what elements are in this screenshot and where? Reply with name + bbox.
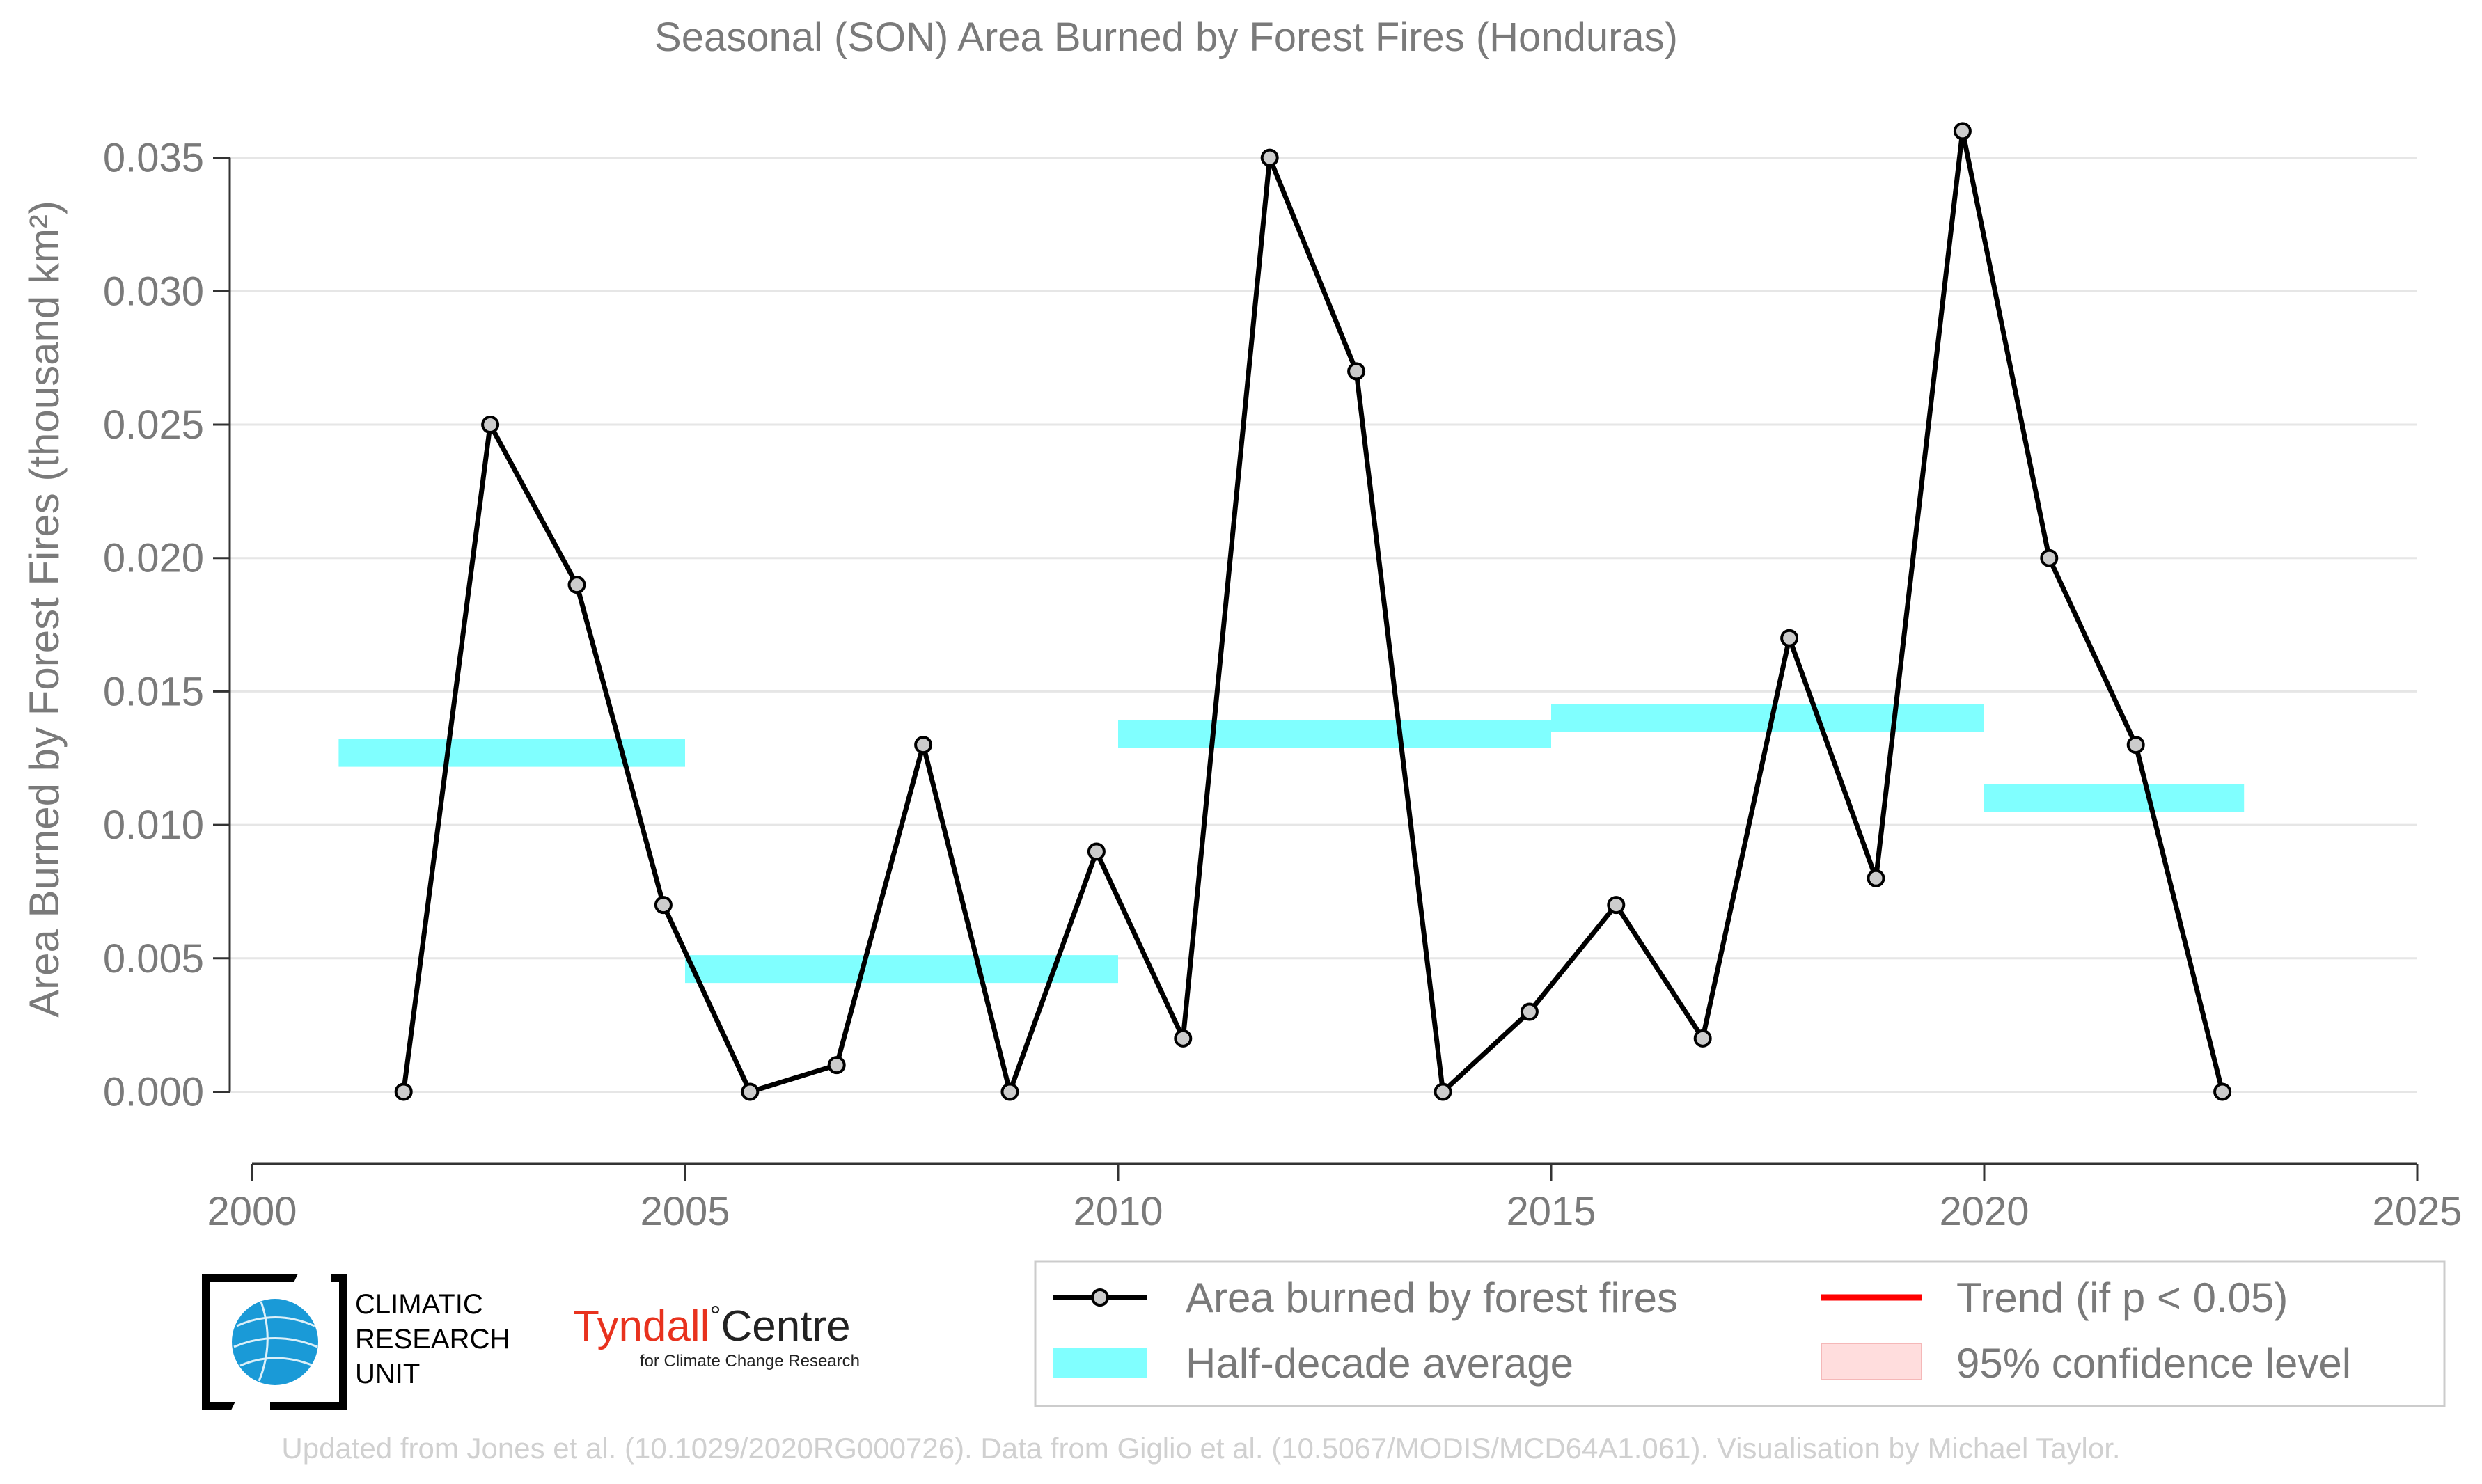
legend-label-area-burned: Area burned by forest fires: [1186, 1274, 1678, 1321]
data-point: [1693, 1029, 1712, 1048]
series-line-layer: [401, 128, 2225, 1094]
x-tick-label: 2005: [640, 1189, 730, 1234]
x-tick-label: 2015: [1506, 1189, 1596, 1234]
y-tick-label: 0.010: [103, 803, 204, 848]
legend-swatch-area-burned-marker: [1091, 1288, 1109, 1307]
data-point: [394, 1082, 413, 1101]
y-tick-label: 0.020: [103, 536, 204, 581]
half-decade-band: [685, 955, 1118, 984]
axes: [213, 157, 2419, 1181]
data-point: [1000, 1082, 1019, 1101]
data-point: [1780, 629, 1799, 647]
data-point: [2040, 548, 2059, 567]
y-tick-label: 0.030: [103, 269, 204, 314]
data-point: [1174, 1029, 1193, 1048]
x-tick-label: 2010: [1073, 1189, 1163, 1234]
legend-swatch-half-decade: [1053, 1348, 1147, 1378]
data-point: [2126, 736, 2145, 755]
x-tick-label: 2000: [207, 1189, 297, 1234]
data-point: [1520, 1002, 1539, 1021]
cru-logo-frame: [202, 1274, 347, 1410]
cru-logo: CLIMATIC RESEARCH UNIT: [202, 1268, 510, 1416]
series-points-layer: [394, 122, 2232, 1101]
half-decade-band: [1118, 720, 1551, 748]
data-point: [1953, 122, 1972, 141]
data-point: [914, 736, 933, 755]
data-point: [1607, 896, 1626, 915]
y-tick-label: 0.005: [103, 936, 204, 981]
globe-icon-lines: [233, 1301, 318, 1382]
tyndall-logo-degree: °: [709, 1301, 721, 1332]
legend: Area burned by forest fires Trend (if p …: [1034, 1260, 2446, 1407]
series-line: [401, 128, 2225, 1094]
legend-label-trend: Trend (if p < 0.05): [1956, 1274, 2288, 1321]
y-axis-label: Area Burned by Forest Fires (thousand km…: [21, 200, 68, 1018]
data-point: [567, 576, 586, 594]
tyndall-logo-title: Tyndall°Centre: [573, 1301, 851, 1350]
data-point: [741, 1082, 760, 1101]
tyndall-logo: Tyndall°Centre for Climate Change Resear…: [573, 1301, 860, 1371]
y-tick-label: 0.035: [103, 136, 204, 181]
half-decade-bands: [338, 704, 2245, 984]
y-tick-label: 0.000: [103, 1069, 204, 1114]
credit-line: Updated from Jones et al. (10.1029/2020R…: [281, 1432, 2120, 1465]
data-point: [654, 896, 673, 915]
cru-logo-line-2: RESEARCH: [355, 1324, 510, 1355]
data-point: [2213, 1082, 2232, 1101]
grid-lines: [230, 157, 2417, 1093]
tyndall-logo-subtitle: for Climate Change Research: [640, 1352, 860, 1371]
y-tick-label: 0.015: [103, 669, 204, 714]
legend-swatch-confidence: [1821, 1343, 1922, 1380]
x-tick-label: 2020: [1939, 1189, 2029, 1234]
y-tick-label: 0.025: [103, 402, 204, 448]
data-point: [1260, 148, 1279, 167]
tyndall-logo-word-2: Centre: [721, 1302, 850, 1350]
half-decade-band: [338, 739, 685, 767]
data-point: [1867, 869, 1885, 887]
tyndall-logo-word-1: Tyndall: [573, 1302, 709, 1350]
legend-box: [1034, 1260, 2446, 1407]
cru-logo-line-3: UNIT: [355, 1359, 420, 1389]
tick-labels: 0.000 0.005 0.010 0.015 0.020 0.025 0.030 0.035…: [103, 136, 2463, 1234]
data-point: [827, 1056, 846, 1075]
chart-title: Seasonal (SON) Area Burned by Forest Fir…: [654, 15, 1678, 60]
data-point: [1347, 362, 1366, 381]
legend-label-half-decade: Half-decade average: [1186, 1340, 1573, 1387]
x-tick-label: 2025: [2372, 1189, 2462, 1234]
data-point: [1087, 842, 1106, 861]
data-point: [1434, 1082, 1452, 1101]
data-point: [481, 416, 500, 434]
legend-label-confidence: 95% confidence level: [1956, 1340, 2351, 1387]
cru-logo-line-1: CLIMATIC: [355, 1289, 483, 1320]
half-decade-band: [1984, 784, 2245, 812]
